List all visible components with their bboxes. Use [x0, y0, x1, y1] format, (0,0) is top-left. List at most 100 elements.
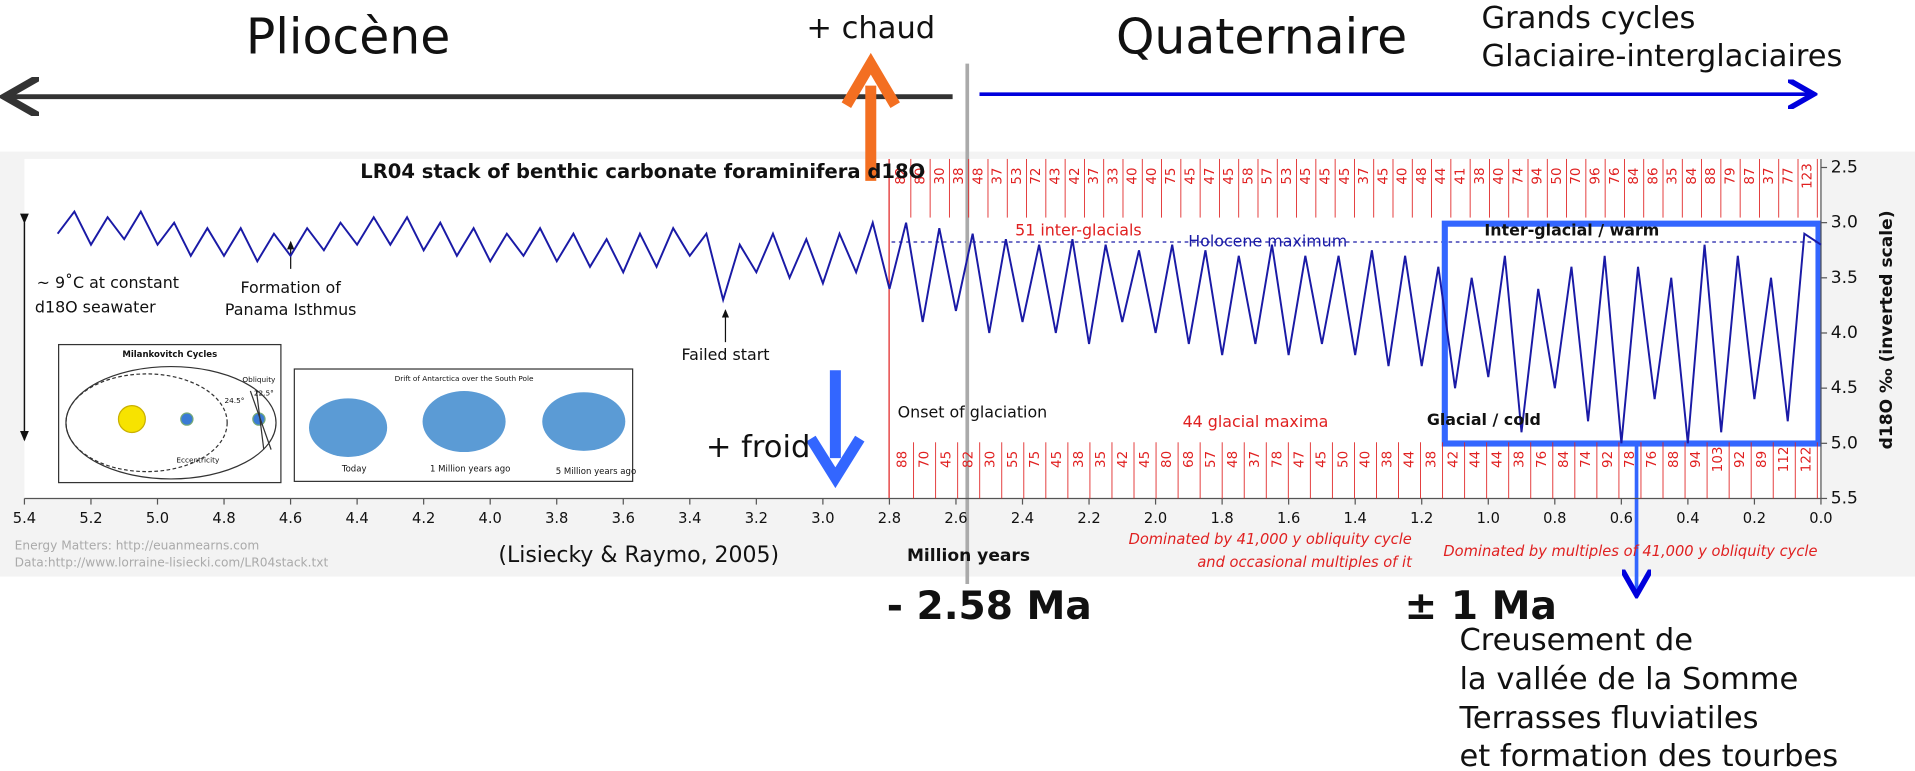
- cycle-label: 44: [1434, 168, 1449, 185]
- x-tick-label: 3.0: [811, 510, 834, 527]
- cycle-label: 38: [1513, 451, 1528, 468]
- cycle-label: 37: [991, 168, 1006, 185]
- cycle-label: 38: [1473, 168, 1488, 185]
- x-tick-label: 5.4: [13, 510, 36, 527]
- cycle-label: 37: [1248, 451, 1263, 468]
- somme-1: Creusement de: [1459, 623, 1693, 658]
- x-tick-label: 1.8: [1210, 510, 1233, 527]
- y-tick-label: 5.0: [1831, 433, 1858, 453]
- cycle-label: 37: [1087, 168, 1102, 185]
- cycle-label: 78: [1623, 451, 1638, 468]
- cycle-label: 33: [1106, 168, 1121, 185]
- cycle-label: 72: [1029, 168, 1044, 185]
- x-tick-label: 3.8: [545, 510, 568, 527]
- boundary: - 2.58 Ma: [887, 584, 1092, 629]
- cycle-label: 57: [1204, 451, 1219, 468]
- title: LR04 stack of benthic carbonate foramini…: [360, 160, 925, 183]
- dom41-1: Dominated by 41,000 y obliquity cycle: [1129, 531, 1412, 548]
- cycles-2: Glaciaire-interglaciaires: [1481, 39, 1842, 74]
- cycle-label: 40: [1396, 168, 1411, 185]
- cycle-label: 44: [1491, 451, 1506, 468]
- cycle-label: 42: [1116, 451, 1131, 468]
- interglacials: 51 inter-glacials: [1015, 221, 1142, 240]
- cycle-label: 70: [1569, 168, 1584, 185]
- cycle-label: 74: [1579, 451, 1594, 468]
- cycle-label: 84: [1627, 168, 1642, 185]
- cycle-label: 55: [1006, 451, 1021, 468]
- onset: Onset of glaciation: [898, 402, 1048, 421]
- x-tick-label: 2.4: [1011, 510, 1034, 527]
- holocene: Holocene maximum: [1188, 231, 1347, 250]
- cycle-label: 84: [1557, 451, 1572, 468]
- cycle-label: 35: [1666, 168, 1681, 185]
- cycle-label: 75: [1028, 451, 1043, 468]
- cycle-label: 86: [1646, 168, 1661, 185]
- cycle-label: 87: [1743, 168, 1758, 185]
- panama-1: Formation of: [240, 278, 341, 297]
- x-tick-label: 1.6: [1277, 510, 1300, 527]
- y-tick-label: 3.0: [1831, 213, 1858, 233]
- obliquity: Obliquity: [242, 375, 276, 384]
- cycle-label: 48: [1415, 168, 1430, 185]
- cycle-label: 112: [1777, 447, 1792, 473]
- cycle-label: 47: [1203, 168, 1218, 185]
- cycle-label: 84: [1685, 168, 1700, 185]
- cold: Glacial / cold: [1427, 410, 1541, 429]
- cycle-label: 76: [1645, 451, 1660, 468]
- panama-2: Panama Isthmus: [225, 300, 357, 319]
- cycle-label: 88: [1667, 451, 1682, 468]
- cycle-label: 38: [1380, 451, 1395, 468]
- cycle-label: 50: [1336, 451, 1351, 468]
- x-tick-label: 0.4: [1676, 510, 1699, 527]
- cycle-label: 30: [984, 451, 999, 468]
- angle-1: 24.5°: [225, 396, 245, 405]
- angle-2: 22.5°: [254, 388, 274, 397]
- y-tick-label: 2.5: [1831, 157, 1858, 177]
- cycle-label: 30: [933, 168, 948, 185]
- chaud: + chaud: [806, 11, 935, 46]
- cycle-label: 45: [1299, 168, 1314, 185]
- cycle-label: 35: [1094, 451, 1109, 468]
- cycle-label: 123: [1801, 163, 1816, 189]
- quaternaire: Quaternaire: [1116, 8, 1407, 65]
- cycle-label: 89: [1755, 451, 1770, 468]
- one-myr: 1 Million years ago: [430, 465, 510, 475]
- cycle-label: 40: [1358, 451, 1373, 468]
- somme-4: et formation des tourbes: [1459, 739, 1838, 771]
- cycle-label: 37: [1762, 168, 1777, 185]
- cycle-label: 74: [1511, 168, 1526, 185]
- y-tick-label: 5.5: [1831, 488, 1858, 508]
- x-tick-label: 3.4: [678, 510, 701, 527]
- cycle-label: 42: [1447, 451, 1462, 468]
- y-tick-label: 3.5: [1831, 268, 1858, 288]
- cycle-label: 38: [1072, 451, 1087, 468]
- x-tick-label: 4.8: [212, 510, 235, 527]
- glacial-maxima: 44 glacial maxima: [1183, 412, 1329, 431]
- x-tick-label: 1.2: [1410, 510, 1433, 527]
- x-tick-label: 0.6: [1610, 510, 1633, 527]
- temp-2: d18O seawater: [35, 297, 156, 316]
- y-axis-title: d18O ‰ (inverted scale): [1877, 210, 1897, 449]
- cycle-label: 75: [1164, 168, 1179, 185]
- cycle-label: 88: [896, 451, 911, 468]
- cycle-label: 45: [1338, 168, 1353, 185]
- x-tick-label: 2.0: [1144, 510, 1167, 527]
- dom41-2: and occasional multiples of it: [1197, 554, 1413, 571]
- x-tick-label: 0.2: [1743, 510, 1766, 527]
- cycle-label: 38: [952, 168, 967, 185]
- cycle-label: 78: [1270, 451, 1285, 468]
- x-tick-label: 2.6: [944, 510, 967, 527]
- cycle-label: 47: [1292, 451, 1307, 468]
- somme-2: la vallée de la Somme: [1459, 662, 1798, 697]
- cycle-label: 94: [1531, 168, 1546, 185]
- cycle-label: 57: [1261, 168, 1276, 185]
- today: Today: [341, 465, 367, 475]
- x-tick-label: 1.4: [1344, 510, 1367, 527]
- cycle-label: 40: [1492, 168, 1507, 185]
- cycle-label: 45: [1314, 451, 1329, 468]
- cycle-label: 58: [1241, 167, 1256, 184]
- five-myr: 5 Million years ago: [556, 467, 636, 477]
- x-tick-label: 0.8: [1543, 510, 1566, 527]
- cycle-label: 92: [1733, 451, 1748, 468]
- cycle-label: 43: [1048, 168, 1063, 185]
